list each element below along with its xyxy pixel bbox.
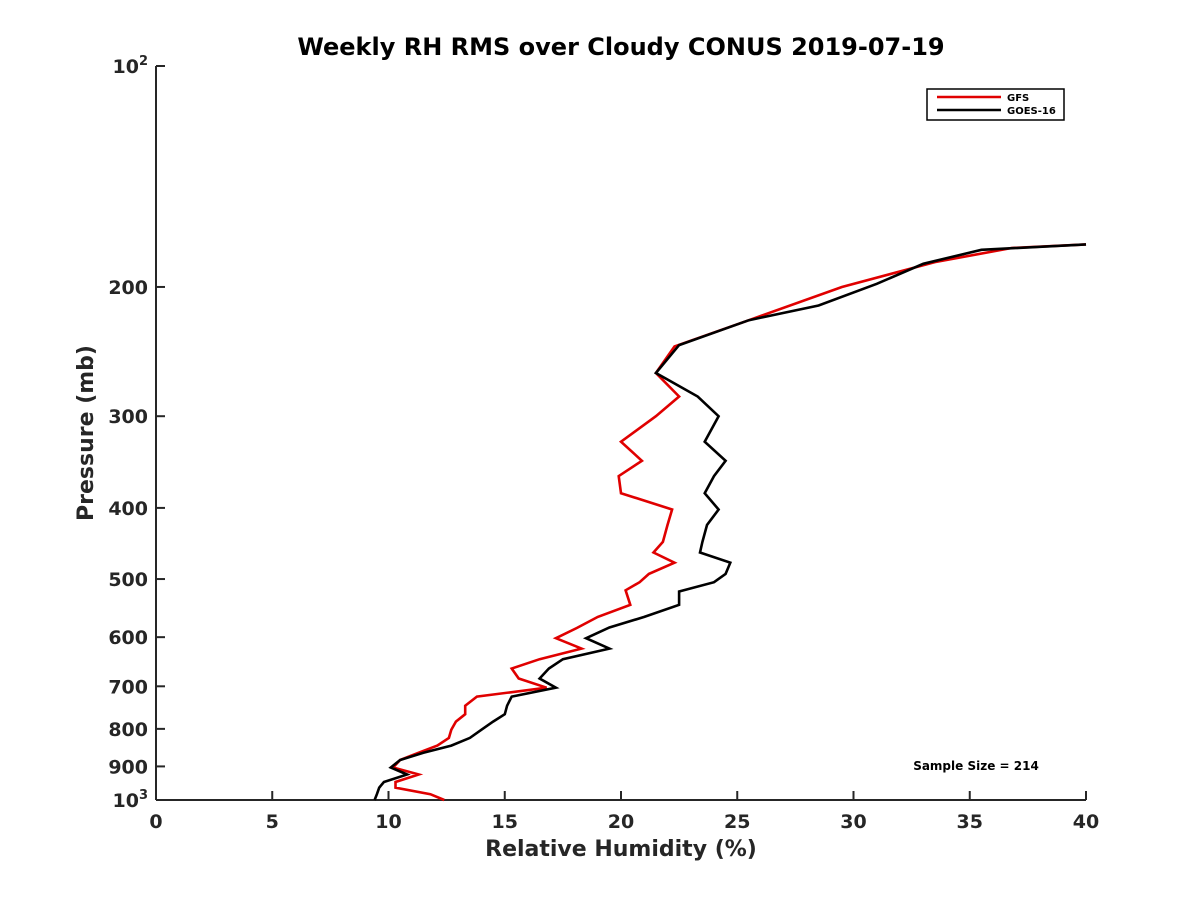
x-tick-label: 35 <box>957 811 983 833</box>
y-tick-label: 500 <box>108 569 148 591</box>
y-tick-label: 400 <box>108 498 148 520</box>
x-tick-label: 25 <box>724 811 750 833</box>
chart-title: Weekly RH RMS over Cloudy CONUS 2019-07-… <box>297 33 944 61</box>
series-line-gfs <box>390 243 1087 802</box>
x-tick-label: 40 <box>1073 811 1099 833</box>
y-tick-label-text: 10 <box>113 56 139 78</box>
y-tick-label-text: 10 <box>113 790 139 812</box>
y-tick-label: 103 <box>113 788 149 812</box>
y-tick-label: 300 <box>108 406 148 428</box>
series-line-goes16 <box>373 243 1087 801</box>
legend: GFS GOES-16 <box>926 88 1065 121</box>
x-axis-label: Relative Humidity (%) <box>485 837 757 862</box>
series-layer <box>373 243 1087 802</box>
y-tick-label: 102 <box>113 54 149 78</box>
x-tick-label: 20 <box>608 811 634 833</box>
x-tick-label: 5 <box>266 811 279 833</box>
y-tick-label: 600 <box>108 627 148 649</box>
legend-label-goes16: GOES-16 <box>1007 106 1056 117</box>
y-tick-label-text: 400 <box>108 498 148 520</box>
x-tick-label: 0 <box>149 811 162 833</box>
sample-size-annotation: Sample Size = 214 <box>913 759 1039 773</box>
y-tick-label-text: 700 <box>108 676 148 698</box>
x-tick-label: 10 <box>375 811 401 833</box>
legend-box <box>926 88 1065 121</box>
y-tick-label: 200 <box>108 277 148 299</box>
y-tick-label: 900 <box>108 756 148 778</box>
y-axis-label: Pressure (mb) <box>74 345 99 521</box>
y-tick-label-text: 200 <box>108 277 148 299</box>
y-tick-label-text: 500 <box>108 569 148 591</box>
x-tick-label: 15 <box>492 811 518 833</box>
legend-label-gfs: GFS <box>1007 93 1029 104</box>
y-tick-label-text: 800 <box>108 719 148 741</box>
y-tick-label-text: 900 <box>108 756 148 778</box>
x-ticks: 0 5 10 15 20 25 30 35 40 <box>149 791 1099 833</box>
y-tick-label-text: 600 <box>108 627 148 649</box>
y-tick-label: 800 <box>108 719 148 741</box>
y-tick-label-text: 300 <box>108 406 148 428</box>
y-tick-exponent: 2 <box>139 54 148 69</box>
y-tick-label: 700 <box>108 676 148 698</box>
y-tick-exponent: 3 <box>139 788 148 803</box>
x-tick-label: 30 <box>840 811 866 833</box>
